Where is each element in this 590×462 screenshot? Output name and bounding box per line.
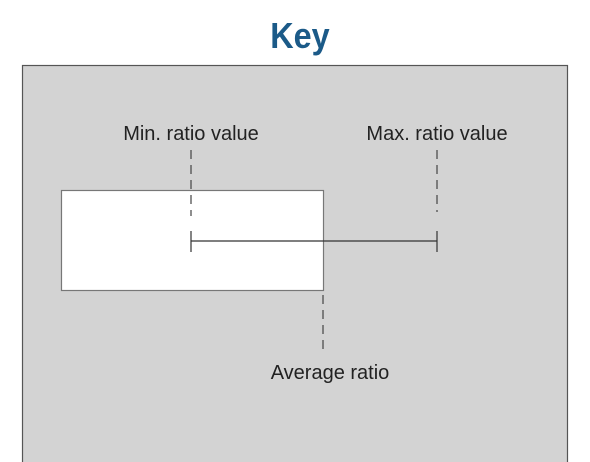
min-label: Min. ratio value [123,123,259,145]
max-label: Max. ratio value [366,123,507,145]
average-label: Average ratio [271,362,390,384]
title: Key [270,16,329,56]
